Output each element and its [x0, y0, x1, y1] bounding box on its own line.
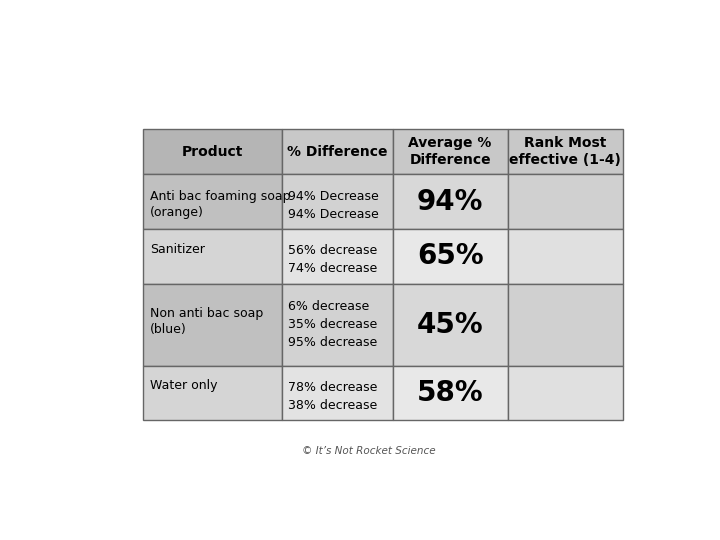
Text: 56% decrease
74% decrease: 56% decrease 74% decrease: [288, 244, 377, 275]
Bar: [392, 174, 508, 229]
Bar: [282, 129, 392, 174]
Bar: [392, 366, 508, 420]
Bar: [282, 284, 392, 366]
Bar: [508, 129, 623, 174]
Text: Sanitizer: Sanitizer: [150, 242, 205, 255]
Bar: [508, 366, 623, 420]
Text: % Difference: % Difference: [287, 145, 387, 159]
Bar: [143, 284, 282, 366]
Bar: [143, 174, 282, 229]
Text: Non anti bac soap
(blue): Non anti bac soap (blue): [150, 307, 264, 336]
Bar: [508, 229, 623, 284]
Bar: [143, 366, 282, 420]
Text: 65%: 65%: [417, 242, 483, 271]
Bar: [282, 366, 392, 420]
Bar: [508, 174, 623, 229]
Text: Anti bac foaming soap
(orange): Anti bac foaming soap (orange): [150, 190, 290, 219]
Text: 94%: 94%: [417, 188, 483, 215]
Bar: [392, 284, 508, 366]
Text: 45%: 45%: [417, 310, 483, 339]
Bar: [143, 129, 282, 174]
Text: Average %
Difference: Average % Difference: [408, 136, 492, 167]
Bar: [282, 174, 392, 229]
Text: Product: Product: [182, 145, 243, 159]
Bar: [392, 129, 508, 174]
Text: 6% decrease
35% decrease
95% decrease: 6% decrease 35% decrease 95% decrease: [288, 300, 377, 349]
Text: 58%: 58%: [417, 379, 483, 407]
Text: Rank Most
effective (1-4): Rank Most effective (1-4): [509, 136, 621, 167]
Text: 94% Decrease
94% Decrease: 94% Decrease 94% Decrease: [288, 190, 379, 221]
Bar: [143, 229, 282, 284]
Text: 78% decrease
38% decrease: 78% decrease 38% decrease: [288, 381, 377, 412]
Bar: [508, 284, 623, 366]
Bar: [392, 229, 508, 284]
Bar: [282, 229, 392, 284]
Text: Water only: Water only: [150, 379, 217, 393]
Text: © It’s Not Rocket Science: © It’s Not Rocket Science: [302, 447, 436, 456]
